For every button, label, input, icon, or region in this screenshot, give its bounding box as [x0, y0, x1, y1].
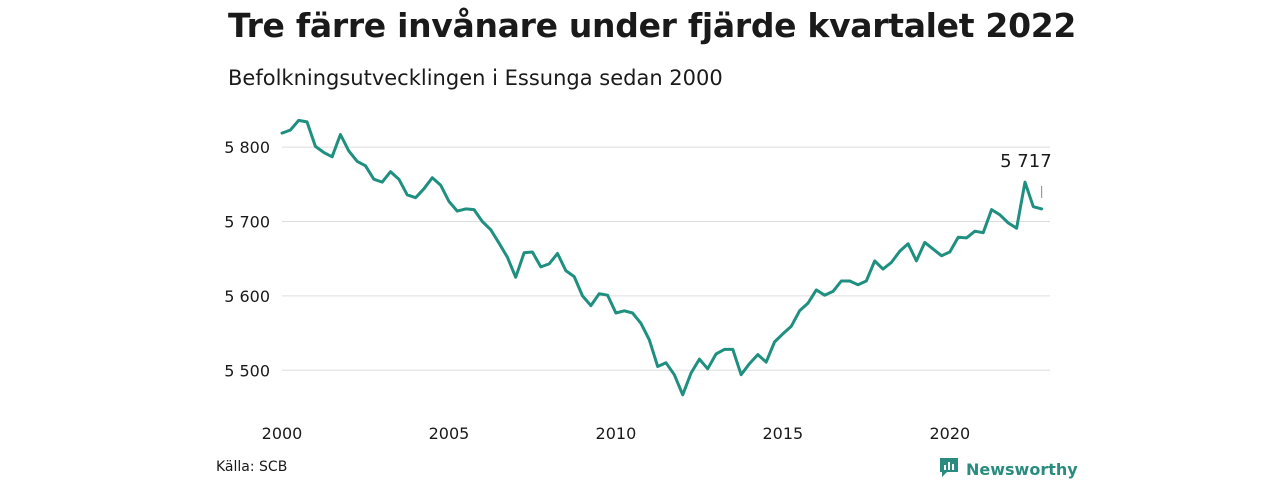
y-tick-label: 5 800 [224, 138, 270, 157]
x-tick-label: 2005 [429, 424, 470, 443]
y-tick-label: 5 700 [224, 213, 270, 232]
y-axis-labels: 5 500 5 600 5 700 5 800 [224, 138, 270, 380]
y-tick-label: 5 600 [224, 287, 270, 306]
grid-lines [282, 146, 1050, 371]
source-note: Källa: SCB [216, 459, 288, 475]
end-value-label: 5 717 [1000, 151, 1052, 172]
chart-subtitle: Befolkningsutvecklingen i Essunga sedan … [228, 66, 723, 90]
series-layer [280, 118, 1044, 397]
brand-name: Newsworthy [966, 459, 1078, 479]
y-tick-label: 5 500 [224, 361, 270, 380]
x-axis-labels: 2000 2005 2010 2015 2020 [262, 424, 971, 443]
end-annotation: 5 717 [1000, 151, 1052, 198]
brand-logo[interactable]: Newsworthy [938, 456, 1078, 482]
chart-title: Tre färre invånare under fjärde kvartale… [228, 6, 1077, 45]
x-tick-label: 2000 [262, 424, 303, 443]
x-tick-label: 2020 [929, 424, 970, 443]
x-tick-label: 2010 [596, 424, 637, 443]
newsworthy-logo-icon [938, 456, 960, 482]
x-tick-label: 2015 [763, 424, 804, 443]
series-line [280, 118, 1044, 397]
